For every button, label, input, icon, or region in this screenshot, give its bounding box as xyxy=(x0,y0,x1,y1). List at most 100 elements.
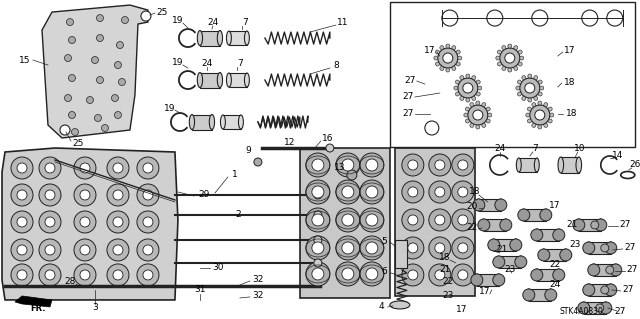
Circle shape xyxy=(306,180,330,204)
Circle shape xyxy=(464,113,468,117)
Circle shape xyxy=(336,208,360,232)
Circle shape xyxy=(360,180,384,204)
Circle shape xyxy=(11,211,33,233)
Circle shape xyxy=(306,153,330,177)
Circle shape xyxy=(456,62,460,66)
Circle shape xyxy=(314,259,322,267)
Circle shape xyxy=(80,217,90,227)
Circle shape xyxy=(438,48,458,68)
Ellipse shape xyxy=(209,115,214,130)
Circle shape xyxy=(466,74,470,78)
Text: 17: 17 xyxy=(456,306,468,315)
Text: 17: 17 xyxy=(424,46,436,55)
Circle shape xyxy=(500,219,512,231)
Text: 27: 27 xyxy=(404,76,415,85)
Circle shape xyxy=(486,119,490,123)
Circle shape xyxy=(463,83,473,93)
Circle shape xyxy=(306,262,330,286)
Bar xyxy=(494,239,516,251)
Circle shape xyxy=(402,181,424,203)
Text: 24: 24 xyxy=(202,58,212,68)
Circle shape xyxy=(11,157,33,179)
Ellipse shape xyxy=(227,73,232,87)
Circle shape xyxy=(452,66,456,70)
Circle shape xyxy=(107,157,129,179)
Circle shape xyxy=(456,92,460,96)
Circle shape xyxy=(11,264,33,286)
Circle shape xyxy=(39,184,61,206)
Text: 8: 8 xyxy=(333,61,339,70)
Text: 5: 5 xyxy=(381,237,387,247)
Circle shape xyxy=(502,46,506,50)
Circle shape xyxy=(435,160,445,170)
Circle shape xyxy=(342,242,354,254)
Ellipse shape xyxy=(220,115,225,129)
Circle shape xyxy=(600,302,612,314)
Circle shape xyxy=(486,107,490,111)
Circle shape xyxy=(360,262,384,286)
Circle shape xyxy=(360,208,384,232)
Text: 29: 29 xyxy=(198,190,210,199)
Ellipse shape xyxy=(492,239,496,251)
Circle shape xyxy=(429,154,451,176)
Bar xyxy=(519,158,537,172)
Circle shape xyxy=(528,74,532,78)
Circle shape xyxy=(553,229,564,241)
Circle shape xyxy=(495,199,507,211)
Text: 18: 18 xyxy=(469,188,481,197)
Circle shape xyxy=(314,191,322,199)
Circle shape xyxy=(596,304,604,312)
Circle shape xyxy=(137,157,159,179)
Circle shape xyxy=(535,110,545,120)
Circle shape xyxy=(601,244,609,252)
Text: 32: 32 xyxy=(252,292,264,300)
Circle shape xyxy=(360,236,384,260)
Circle shape xyxy=(74,239,96,261)
Circle shape xyxy=(478,86,482,90)
Circle shape xyxy=(458,56,462,60)
Circle shape xyxy=(366,242,378,254)
Circle shape xyxy=(80,245,90,255)
Circle shape xyxy=(312,214,324,226)
Ellipse shape xyxy=(514,239,518,251)
Circle shape xyxy=(473,199,485,211)
Circle shape xyxy=(518,50,522,54)
Bar xyxy=(223,115,241,129)
Bar xyxy=(484,219,506,231)
Circle shape xyxy=(496,56,500,60)
Text: 7: 7 xyxy=(242,18,248,26)
Circle shape xyxy=(508,68,512,72)
Text: 14: 14 xyxy=(612,151,623,160)
Polygon shape xyxy=(15,296,52,307)
Circle shape xyxy=(17,190,27,200)
Text: 13: 13 xyxy=(334,164,346,173)
Circle shape xyxy=(528,98,532,102)
Polygon shape xyxy=(42,5,148,138)
Circle shape xyxy=(514,66,518,70)
Circle shape xyxy=(143,190,153,200)
Ellipse shape xyxy=(218,72,223,87)
Circle shape xyxy=(402,154,424,176)
Text: 23: 23 xyxy=(504,265,515,274)
Circle shape xyxy=(482,123,486,127)
Circle shape xyxy=(548,107,552,111)
Text: 7: 7 xyxy=(237,58,243,68)
Ellipse shape xyxy=(518,256,523,268)
Bar xyxy=(479,199,501,211)
Circle shape xyxy=(473,110,483,120)
Circle shape xyxy=(591,221,599,229)
Circle shape xyxy=(538,80,542,84)
Text: 27: 27 xyxy=(402,108,413,117)
Circle shape xyxy=(460,76,464,80)
Ellipse shape xyxy=(534,229,539,241)
Circle shape xyxy=(408,243,418,253)
Circle shape xyxy=(68,75,76,82)
Circle shape xyxy=(65,55,72,62)
Text: 27: 27 xyxy=(614,308,625,316)
Circle shape xyxy=(113,190,123,200)
Circle shape xyxy=(72,129,79,136)
Circle shape xyxy=(408,215,418,225)
Ellipse shape xyxy=(609,284,613,296)
Ellipse shape xyxy=(534,158,540,172)
Circle shape xyxy=(582,10,598,26)
